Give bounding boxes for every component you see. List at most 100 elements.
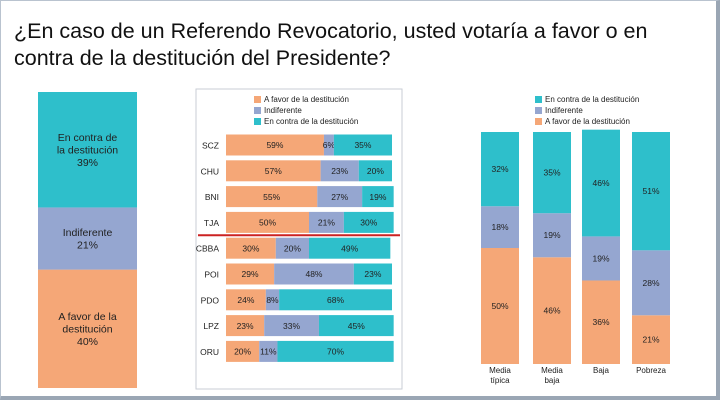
socio-value-3-0: 21% [642,335,659,345]
department-bar-5-2 [353,263,392,285]
socio-value-2-1: 19% [592,253,609,263]
department-category-4: CBBA [196,244,219,254]
department-value-7-2: 45% [348,321,365,331]
department-bar-0-0 [226,134,324,156]
department-bar-4-2 [309,237,391,259]
department-value-2-0: 55% [263,192,280,202]
socio-bar-2-1 [582,236,620,281]
department-bar-4-1 [275,237,309,259]
socio-legend-swatch-1 [535,107,542,114]
socio-legend-swatch-2 [535,118,542,125]
overall-segment-2 [38,92,137,208]
department-legend-entry-1: Indiferente [264,106,302,115]
overall-segment-1 [38,207,137,270]
department-value-8-0: 20% [234,347,251,357]
department-value-0-1: 6% [323,140,336,150]
department-value-0-0: 59% [266,140,283,150]
department-chart: A favor de la destitución Indiferente En c… [195,88,403,390]
department-category-3: TJA [204,218,219,228]
department-legend-swatch-2 [254,118,261,125]
department-bar-8-2 [277,340,394,362]
department-bar-1-1 [320,160,359,182]
socio-bar-0-2 [481,132,519,207]
socio-category-0-1: típica [490,376,510,385]
socio-bar-0-0 [481,248,519,364]
socio-bar-3-0 [632,315,670,364]
department-value-3-2: 30% [360,218,377,228]
department-bar-4-0 [226,237,276,259]
department-bar-1-2 [358,160,392,182]
department-value-6-1: 8% [266,295,279,305]
socio-value-3-2: 51% [642,186,659,196]
socio-legend-entry-0: En contra de la destitución [545,95,639,104]
overall-segment-0 [38,269,137,388]
department-bar-7-2 [318,315,394,337]
department-bar-0-2 [333,134,392,156]
department-bar-2-0 [226,186,318,208]
department-category-0: SCZ [202,141,219,151]
socio-value-1-0: 46% [543,306,560,316]
socio-category-0-0: Media [489,366,511,375]
department-legend-entry-0: A favor de la destitución [264,95,349,104]
socio-bar-0-1 [481,206,519,248]
socio-bar-1-2 [533,132,571,214]
department-bar-7-1 [264,315,319,337]
department-value-2-2: 19% [369,192,386,202]
socio-value-1-1: 19% [543,230,560,240]
department-value-8-2: 70% [327,347,344,357]
department-value-5-0: 29% [242,269,259,279]
department-value-4-2: 49% [341,243,358,253]
socio-bar-1-0 [533,257,571,364]
overall-label-0-line-2: 40% [77,336,98,348]
department-bar-6-0 [226,289,266,311]
department-category-5: POI [204,270,219,280]
department-value-8-1: 11% [260,347,277,357]
department-value-1-0: 57% [265,166,282,176]
department-value-7-0: 23% [237,321,254,331]
department-value-4-0: 30% [242,243,259,253]
department-bar-3-1 [309,211,344,233]
overall-label-2-line-0: En contra de [58,132,118,144]
socio-value-0-2: 32% [491,164,508,174]
socio-value-1-2: 35% [543,168,560,178]
socio-bar-3-1 [632,250,670,316]
department-bar-8-0 [226,340,260,362]
socio-value-0-1: 18% [491,222,508,232]
department-bar-3-2 [343,211,394,233]
socio-legend-swatch-0 [535,96,542,103]
overall-label-2-line-2: 39% [77,157,98,169]
overall-label-0-line-0: A favor de la [58,311,117,323]
socio-bar-3-2 [632,132,670,251]
socio-value-3-1: 28% [642,278,659,288]
department-value-7-1: 33% [283,321,300,331]
department-category-7: LPZ [203,321,219,331]
department-category-1: CHU [201,166,219,176]
socio-category-1-0: Media [541,366,563,375]
socio-bar-1-1 [533,213,571,258]
socio-legend-entry-2: A favor de la destitución [545,117,630,126]
overall-label-0-line-1: destitución [62,323,112,335]
socio-value-2-2: 46% [592,178,609,188]
department-bar-5-0 [226,263,275,285]
department-bar-7-0 [226,315,265,337]
socio-category-2-0: Baja [593,366,610,375]
department-bar-0-1 [323,134,334,156]
department-legend-swatch-1 [254,107,261,114]
department-category-8: ORU [200,347,219,357]
department-bar-2-2 [362,186,394,208]
department-value-6-2: 68% [327,295,344,305]
department-bar-3-0 [226,211,309,233]
socio-value-2-0: 36% [592,317,609,327]
socioeconomic-chart: En contra de la destitución Indiferente A … [481,95,670,385]
department-value-3-1: 21% [318,218,335,228]
socio-bar-2-0 [582,280,620,364]
department-legend-entry-2: En contra de la destitución [264,117,358,126]
department-bar-1-0 [226,160,321,182]
department-value-3-0: 50% [259,218,276,228]
department-bar-6-1 [265,289,280,311]
department-value-1-1: 23% [331,166,348,176]
department-category-2: BNI [205,192,219,202]
socio-bar-2-2 [582,129,620,237]
